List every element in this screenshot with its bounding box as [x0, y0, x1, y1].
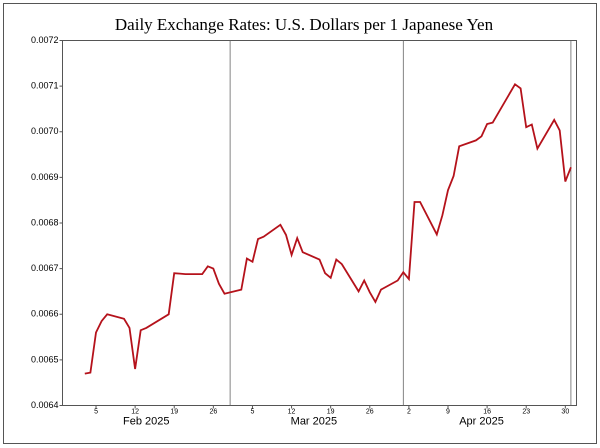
- x-tick-label: 5: [251, 408, 255, 415]
- y-tick-label: 0.0070: [31, 126, 59, 136]
- y-tick-label: 0.0067: [31, 263, 59, 273]
- line: [84, 82, 572, 375]
- x-tick-label: 23: [522, 408, 530, 415]
- x-tick-label: 12: [131, 408, 139, 415]
- x-tick-label: 26: [209, 408, 217, 415]
- month-label: Feb 2025: [123, 415, 169, 427]
- y-tick-label: 0.0068: [31, 217, 59, 227]
- chart-title: Daily Exchange Rates: U.S. Dollars per 1…: [115, 15, 494, 34]
- y-tick-label: 0.0066: [31, 309, 59, 319]
- x-tick-label: 9: [446, 408, 450, 415]
- x-tick-label: 5: [94, 408, 98, 415]
- frame: [3, 3, 597, 444]
- y-tick-label: 0.0071: [31, 81, 59, 91]
- y-tick-label: 0.0065: [31, 354, 59, 364]
- month-label: Mar 2025: [291, 415, 337, 427]
- x-tick-label: 2: [407, 408, 411, 415]
- y-tick-label: 0.0064: [31, 400, 59, 410]
- y-tick-label: 0.0069: [31, 172, 59, 182]
- x-tick-label: 19: [327, 408, 335, 415]
- month-label: Apr 2025: [459, 415, 504, 427]
- x-tick-label: 16: [483, 408, 491, 415]
- y-tick-label: 0.0072: [31, 35, 59, 45]
- x-tick-label: 19: [170, 408, 178, 415]
- x-tick-label: 12: [288, 408, 296, 415]
- x-tick-label: 26: [366, 408, 374, 415]
- x-tick-label: 30: [561, 408, 569, 415]
